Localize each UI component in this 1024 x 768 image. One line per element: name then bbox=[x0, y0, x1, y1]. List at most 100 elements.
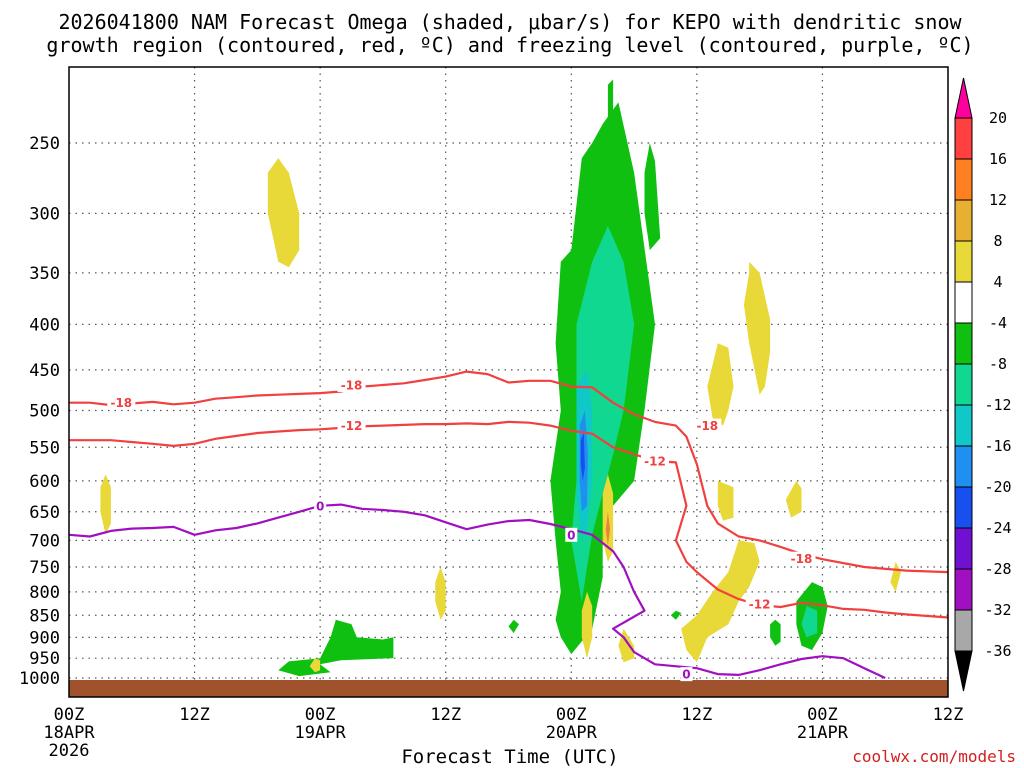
y-tick-label: 800 bbox=[29, 583, 60, 603]
colorbar-label: -36 bbox=[984, 642, 1011, 660]
colorbar-label: -28 bbox=[984, 560, 1011, 578]
y-tick-label: 300 bbox=[29, 204, 60, 224]
omega-region-25 bbox=[508, 619, 519, 633]
grid bbox=[69, 67, 948, 697]
dgz-contour-m18-label: -18 bbox=[110, 396, 132, 410]
contour-lines bbox=[69, 370, 948, 679]
colorbar-box bbox=[954, 609, 973, 652]
dgz-contour-m12-label: -12 bbox=[749, 597, 771, 611]
colorbar-box bbox=[954, 363, 973, 406]
colorbar-box bbox=[954, 486, 973, 529]
x-tick-date: 21APR bbox=[797, 723, 849, 743]
colorbar-box bbox=[954, 568, 973, 611]
colorbar-box bbox=[954, 158, 973, 201]
y-tick-label: 650 bbox=[29, 503, 60, 523]
y-tick-label: 700 bbox=[29, 531, 60, 551]
x-tick-year: 2026 bbox=[49, 741, 90, 761]
dgz-contour-m12 bbox=[69, 420, 948, 619]
colorbar-label: -8 bbox=[989, 355, 1007, 373]
y-tick-label: 350 bbox=[29, 264, 60, 284]
x-tick-date: 20APR bbox=[546, 723, 598, 743]
omega-region-24 bbox=[309, 658, 321, 673]
colorbar-box bbox=[954, 199, 973, 242]
freezing-level-contour-label-bg bbox=[680, 667, 693, 682]
y-axis-labels: 2503003504004505005506006507007508008509… bbox=[19, 134, 60, 689]
y-tick-label: 750 bbox=[29, 558, 60, 578]
freezing-level-contour-label-bg bbox=[565, 527, 578, 542]
plot-area: -18 -18 -18 -18 -12 -12 -12 0 0 0 bbox=[68, 66, 949, 698]
freezing-level-contour-label-bg bbox=[314, 498, 327, 513]
dgz-contour-m18-label-bg bbox=[693, 418, 722, 433]
contour-labels: -18 -18 -18 -18 -12 -12 -12 0 0 0 bbox=[107, 377, 816, 682]
omega-region-18 bbox=[785, 480, 802, 518]
dgz-contour-m18-label-bg bbox=[107, 395, 136, 410]
y-tick-label: 950 bbox=[29, 649, 60, 669]
freezing-level-contour-label: 0 bbox=[316, 499, 324, 513]
colorbar-box bbox=[954, 527, 973, 570]
colorbar-box bbox=[954, 322, 973, 365]
y-tick-label: 550 bbox=[29, 438, 60, 458]
x-tick-label: 12Z bbox=[933, 705, 964, 725]
y-tick-label: 1000 bbox=[19, 669, 60, 689]
chart-title-line-1: 2026041800 NAM Forecast Omega (shaded, μ… bbox=[58, 10, 962, 34]
x-tick-label: 00Z bbox=[807, 705, 838, 725]
plot-frame bbox=[68, 66, 949, 698]
colorbar-label: 12 bbox=[989, 191, 1007, 209]
y-tick-label: 250 bbox=[29, 134, 60, 154]
dgz-contour-m12-label: -12 bbox=[644, 455, 666, 469]
omega-region-1 bbox=[100, 474, 111, 535]
x-axis-title: Forecast Time (UTC) bbox=[401, 746, 618, 768]
ground-fill bbox=[69, 680, 948, 697]
colorbar: 20 16 12 8 4 -4 -8 -12 -16 -20 -24 -28 -32 -36 bbox=[954, 77, 1012, 692]
omega-region-22 bbox=[770, 619, 781, 646]
colorbar-box bbox=[954, 281, 973, 324]
freezing-level-contour-label: 0 bbox=[682, 668, 690, 682]
colorbar-box bbox=[954, 404, 973, 447]
y-tick-label: 900 bbox=[29, 628, 60, 648]
colorbar-box bbox=[954, 117, 973, 160]
colorbar-label: 4 bbox=[993, 273, 1002, 291]
freezing-level-contour bbox=[69, 503, 886, 679]
freezing-level-contour-label: 0 bbox=[567, 528, 575, 542]
dgz-contour-m18-label: -18 bbox=[791, 552, 813, 566]
omega-region-21 bbox=[801, 606, 818, 638]
x-tick-date: 18APR bbox=[43, 723, 95, 743]
colorbar-label: 8 bbox=[993, 232, 1002, 250]
y-tick-label: 500 bbox=[29, 402, 60, 422]
dgz-contour-m12-label: -12 bbox=[341, 419, 363, 433]
colorbar-label: -12 bbox=[984, 396, 1011, 414]
omega-region-13 bbox=[581, 591, 593, 659]
ground-terrain bbox=[69, 680, 948, 697]
colorbar-label: -32 bbox=[984, 601, 1011, 619]
colorbar-label: -4 bbox=[989, 314, 1007, 332]
colorbar-box bbox=[954, 445, 973, 488]
omega-region-12 bbox=[605, 511, 610, 546]
dgz-contour-m18-label-bg bbox=[337, 377, 366, 392]
chart-title-line-2: growth region (contoured, red, ºC) and f… bbox=[46, 33, 973, 57]
x-tick-label: 00Z bbox=[556, 705, 587, 725]
omega-region-19 bbox=[681, 540, 760, 663]
omega-region-0 bbox=[267, 158, 300, 268]
omega-region-2 bbox=[435, 567, 446, 620]
x-tick-label: 12Z bbox=[681, 705, 712, 725]
dgz-contour-m18-label: -18 bbox=[696, 419, 718, 433]
y-tick-label: 850 bbox=[29, 606, 60, 626]
colorbar-label: 20 bbox=[989, 109, 1007, 127]
omega-region-26 bbox=[670, 610, 682, 620]
omega-region-15 bbox=[743, 261, 771, 395]
colorbar-label: 16 bbox=[989, 150, 1007, 168]
x-tick-label: 00Z bbox=[305, 705, 336, 725]
omega-region-10 bbox=[644, 143, 661, 251]
dgz-contour-m18 bbox=[69, 370, 948, 574]
omega-region-17 bbox=[717, 480, 734, 521]
colorbar-label: -16 bbox=[984, 437, 1011, 455]
omega-shading bbox=[100, 79, 901, 677]
omega-region-3 bbox=[278, 619, 394, 677]
y-tick-label: 600 bbox=[29, 472, 60, 492]
dgz-contour-m12-label-bg bbox=[745, 596, 774, 611]
omega-region-16 bbox=[707, 343, 734, 426]
x-tick-label: 12Z bbox=[430, 705, 461, 725]
dgz-contour-m18-label: -18 bbox=[341, 378, 363, 392]
